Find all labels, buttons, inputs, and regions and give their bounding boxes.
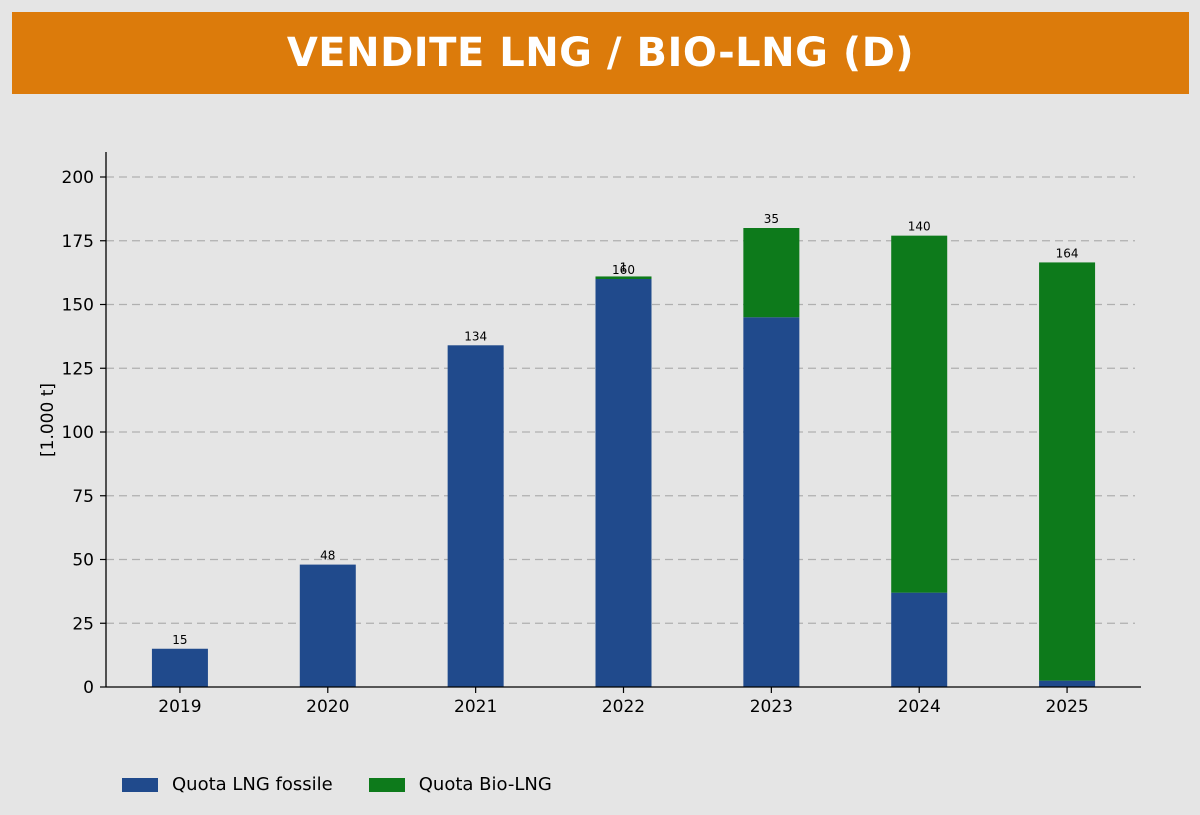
data-label-fossil: 15	[172, 633, 187, 647]
x-tick-label: 2023	[750, 697, 793, 717]
legend-swatch-fossil	[122, 777, 158, 792]
y-tick-label: 125	[62, 359, 94, 379]
x-tick-label: 2019	[158, 697, 201, 717]
x-tick-label: 2024	[898, 697, 941, 717]
title-banner: VENDITE LNG / BIO-LNG (D)	[12, 12, 1189, 94]
bar-bio	[1039, 262, 1096, 681]
x-tick-label: 2020	[306, 697, 349, 717]
legend-label-bio: Quota Bio-LNG	[418, 774, 552, 795]
y-tick-label: 50	[72, 551, 94, 571]
bar-fossil	[891, 592, 948, 687]
y-tick-label: 0	[83, 678, 94, 698]
legend-item-fossil: Quota LNG fossile	[122, 774, 333, 795]
legend-item-bio: Quota Bio-LNG	[368, 774, 552, 795]
bar-bio	[891, 235, 948, 593]
data-label-fossil: 134	[464, 329, 487, 343]
legend-label-fossil: Quota LNG fossile	[172, 774, 333, 795]
chart-title: VENDITE LNG / BIO-LNG (D)	[286, 30, 915, 76]
bar-fossil	[447, 345, 504, 687]
data-label-bio: 140	[908, 220, 931, 234]
bar-fossil	[151, 648, 208, 687]
bar-fossil	[1039, 680, 1096, 687]
y-axis-label: [1.000 t]	[38, 383, 58, 457]
data-label-bio: 35	[764, 212, 779, 226]
data-label-fossil: 160	[612, 263, 635, 277]
y-tick-label: 25	[72, 614, 94, 634]
y-tick-label: 175	[62, 232, 94, 252]
y-tick-label: 150	[62, 296, 94, 316]
x-tick-label: 2021	[454, 697, 497, 717]
y-tick-label: 200	[62, 168, 94, 188]
bar-bio	[595, 276, 652, 279]
legend: Quota LNG fossile Quota Bio-LNG	[122, 774, 588, 795]
x-tick-label: 2025	[1045, 697, 1088, 717]
data-label-fossil: 48	[320, 549, 335, 563]
bar-fossil	[299, 564, 356, 687]
legend-swatch-bio	[368, 777, 405, 792]
data-label-bio: 164	[1056, 246, 1079, 260]
x-tick-label: 2022	[602, 697, 645, 717]
bar-fossil	[595, 279, 652, 687]
data-label-bio: 1	[620, 260, 628, 274]
bar-fossil	[743, 317, 800, 687]
y-tick-label: 100	[62, 423, 94, 443]
y-tick-label: 75	[72, 487, 94, 507]
bar-bio	[743, 228, 800, 318]
